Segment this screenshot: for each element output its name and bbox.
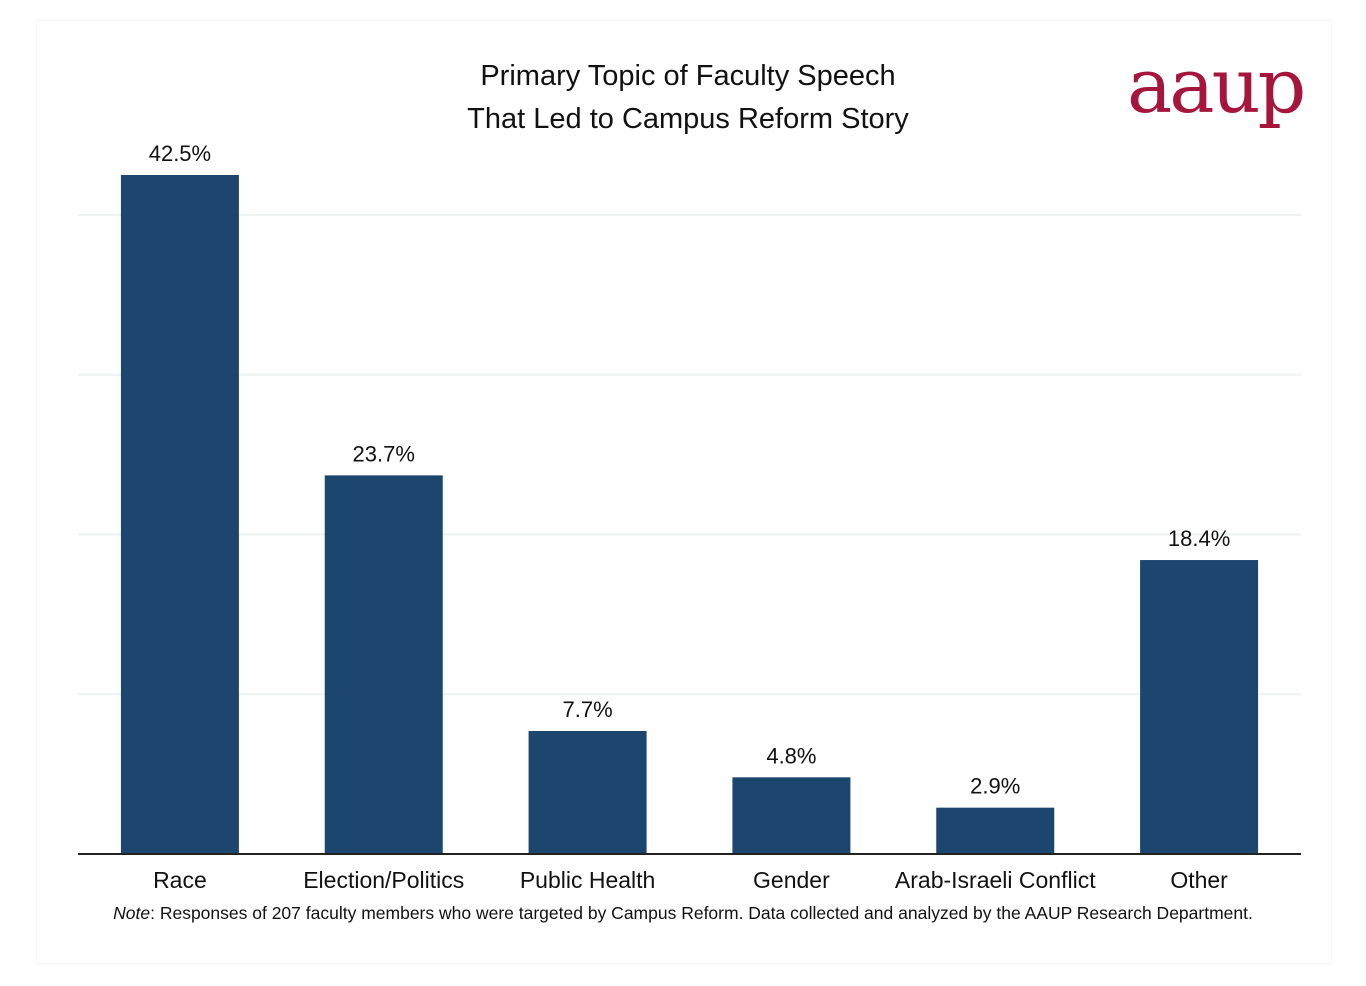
note-text: : Responses of 207 faculty members who w…: [150, 903, 1253, 923]
chart-title-line-1: Primary Topic of Faculty Speech: [480, 60, 895, 92]
note-prefix: Note: [113, 903, 151, 923]
chart-frame: [36, 20, 1332, 964]
category-tick-labels: Race Election/Politics Public Health Gender…: [153, 867, 1228, 893]
bars: [120, 175, 1259, 854]
tick-label-1: Election/Politics: [303, 867, 464, 893]
bar-arab-israeli-conflict: [936, 807, 1055, 854]
value-label-2: 7.7%: [563, 697, 613, 722]
tick-label-5: Other: [1170, 867, 1228, 893]
value-label-1: 23.7%: [353, 441, 415, 466]
bar-public-health: [528, 730, 647, 854]
value-labels: 42.5% 23.7% 7.7% 4.8% 2.9% 18.4%: [149, 141, 1231, 799]
chart-note: Note: Responses of 207 faculty members w…: [0, 903, 1366, 924]
bar-other: [1140, 560, 1259, 854]
aaup-logo: aaup: [1127, 41, 1306, 130]
chart-title-line-2: That Led to Campus Reform Story: [467, 103, 909, 135]
value-label-3: 4.8%: [766, 743, 816, 768]
bar-race: [120, 175, 239, 854]
gridlines: [78, 213, 1301, 696]
bar-gender: [732, 777, 851, 854]
value-label-0: 42.5%: [149, 141, 211, 166]
tick-label-0: Race: [153, 867, 207, 893]
tick-label-3: Gender: [753, 867, 830, 893]
tick-label-2: Public Health: [520, 867, 656, 893]
bar-election-politics: [324, 475, 443, 854]
value-label-5: 18.4%: [1168, 526, 1230, 551]
value-label-4: 2.9%: [970, 774, 1020, 799]
tick-label-4: Arab-Israeli Conflict: [895, 867, 1096, 893]
